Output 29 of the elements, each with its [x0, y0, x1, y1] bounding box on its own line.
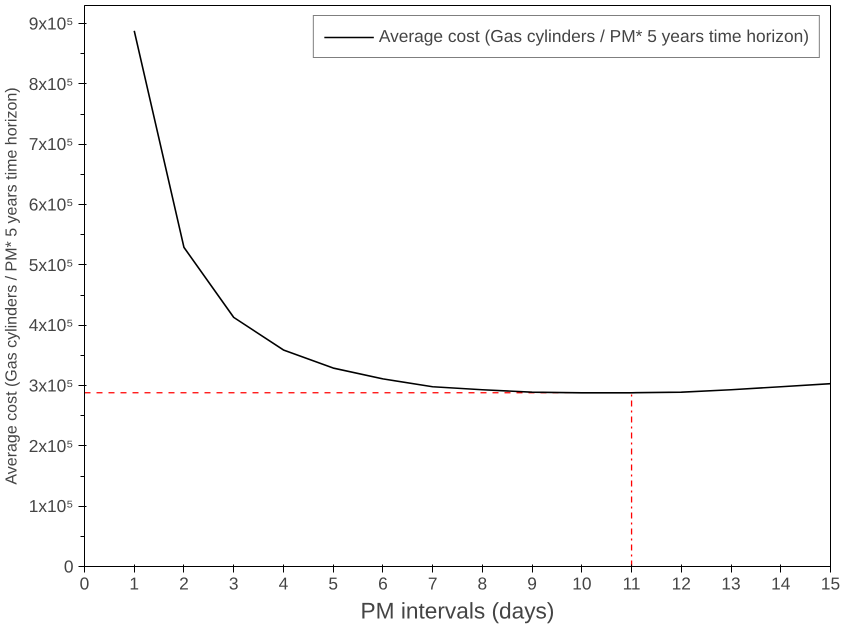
y-tick-label: 9x10⁵	[28, 14, 74, 34]
x-tick-label: 4	[278, 574, 289, 594]
x-tick-label: 13	[721, 574, 741, 594]
y-tick-label: 5x10⁵	[28, 254, 74, 275]
x-tick-label: 1	[129, 574, 140, 594]
y-tick-label: 8x10⁵	[28, 74, 74, 94]
y-tick-label: 0	[64, 556, 74, 576]
y-tick-label: 7x10⁵	[28, 134, 74, 154]
y-tick-label: 3x10⁵	[28, 376, 74, 396]
legend-label: Average cost (Gas cylinders / PM* 5 years time horizon)	[378, 26, 809, 47]
x-tick-label: 2	[179, 574, 189, 594]
y-axis-title: Average cost (Gas cylinders / PM* 5 years time horizon)	[4, 87, 21, 485]
x-tick-label: 8	[478, 574, 488, 594]
y-tick-label: 1x10⁵	[28, 496, 74, 516]
y-tick-label: 2x10⁵	[28, 436, 74, 456]
x-tick-label: 15	[820, 574, 840, 594]
x-tick-label: 14	[771, 574, 791, 594]
x-tick-label: 3	[228, 574, 239, 594]
x-tick-label: 12	[672, 574, 691, 594]
x-tick-label: 10	[572, 574, 592, 594]
x-tick-label: 6	[378, 574, 388, 594]
x-tick-label: 0	[80, 574, 90, 594]
x-tick-label: 7	[428, 574, 438, 594]
x-tick-label: 5	[328, 574, 338, 594]
x-axis-title: PM intervals (days)	[360, 598, 554, 624]
x-tick-label: 9	[527, 574, 537, 594]
y-tick-label: 4x10⁵	[28, 315, 74, 336]
x-tick-label: 11	[622, 574, 641, 594]
y-tick-label: 6x10⁵	[28, 194, 74, 215]
